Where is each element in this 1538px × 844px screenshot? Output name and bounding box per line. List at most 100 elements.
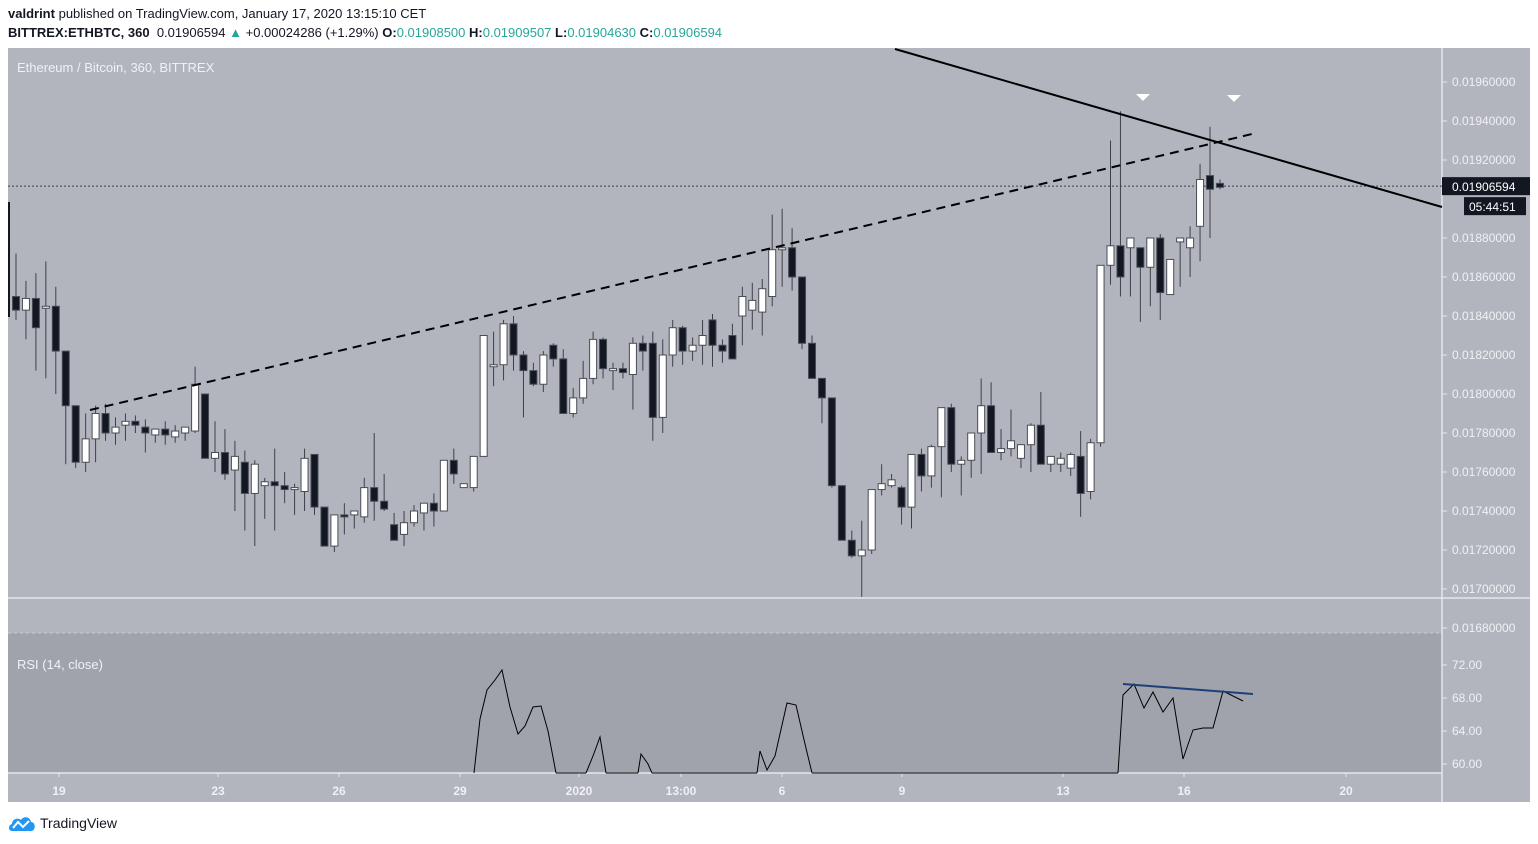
bear-candle bbox=[1215, 182, 1224, 188]
bear-candle bbox=[559, 358, 568, 414]
tradingview-cloud-icon bbox=[9, 817, 35, 831]
bear-candle bbox=[549, 344, 558, 360]
bull-candle bbox=[997, 448, 1006, 454]
bull-candle bbox=[1086, 442, 1095, 492]
bull-candle bbox=[81, 438, 90, 463]
bear-candle bbox=[618, 368, 627, 374]
bull-candle bbox=[230, 455, 239, 471]
bull-candle bbox=[758, 288, 767, 313]
bull-candle bbox=[499, 323, 508, 366]
bull-candle bbox=[400, 522, 409, 535]
pane-title: Ethereum / Bitcoin, 360, BITTREX bbox=[17, 60, 215, 75]
bear-candle bbox=[728, 335, 737, 360]
bull-candle bbox=[1007, 440, 1015, 450]
bull-candle bbox=[111, 426, 120, 434]
bear-candle bbox=[1116, 245, 1125, 278]
countdown-badge-text: 05:44:51 bbox=[1469, 200, 1516, 214]
open-label: O: bbox=[382, 25, 397, 40]
bull-candle bbox=[1176, 237, 1185, 243]
high-value: 0.01909507 bbox=[482, 25, 552, 40]
bull-candle bbox=[698, 335, 707, 346]
bear-candle bbox=[648, 342, 657, 418]
time-tick-label: 26 bbox=[332, 784, 346, 798]
bull-candle bbox=[738, 296, 747, 317]
bear-candle bbox=[31, 297, 40, 329]
bull-candle bbox=[748, 299, 757, 311]
author-name[interactable]: valdrint bbox=[8, 6, 55, 21]
price-tick-label: 0.01740000 bbox=[1452, 504, 1516, 518]
bear-candle bbox=[71, 405, 80, 463]
close-label: C: bbox=[639, 25, 654, 40]
bull-candle bbox=[628, 342, 637, 375]
bull-candle bbox=[410, 510, 418, 524]
bear-candle bbox=[1156, 237, 1165, 294]
bear-candle bbox=[12, 296, 20, 311]
bear-candle bbox=[1206, 175, 1214, 190]
bear-candle bbox=[429, 502, 438, 512]
bear-candle bbox=[201, 393, 210, 459]
publish-info: valdrint published on TradingView.com, J… bbox=[8, 6, 426, 21]
bull-candle bbox=[1026, 424, 1035, 446]
bull-candle bbox=[957, 459, 966, 465]
symbol-ohlc-bar: BITTREX:ETHBTC, 360 0.01906594 ▲ +0.0002… bbox=[8, 25, 722, 40]
bull-candle bbox=[887, 479, 896, 487]
bull-candle bbox=[250, 463, 259, 494]
bull-candle bbox=[330, 514, 339, 547]
bull-candle bbox=[439, 459, 448, 512]
bull-candle bbox=[469, 455, 478, 489]
rsi-upper-area bbox=[8, 599, 1442, 633]
rsi-line bbox=[1117, 683, 1244, 774]
bull-candle bbox=[211, 452, 219, 459]
price-tick-label: 0.01680000 bbox=[1452, 621, 1516, 635]
bear-candle bbox=[390, 524, 399, 541]
bear-candle bbox=[917, 453, 926, 477]
price-tick-label: 0.01960000 bbox=[1452, 75, 1516, 89]
bull-candle bbox=[1146, 237, 1155, 268]
price-tick-label: 0.01880000 bbox=[1452, 231, 1516, 245]
bull-candle bbox=[1196, 179, 1205, 227]
bull-candle bbox=[1186, 237, 1195, 249]
price-tick-label: 0.01940000 bbox=[1452, 114, 1516, 128]
time-tick-label: 16 bbox=[1177, 784, 1191, 798]
bull-candle bbox=[668, 327, 677, 356]
bear-candle bbox=[847, 539, 856, 557]
bull-candle bbox=[907, 453, 916, 508]
publish-text: published on TradingView.com, January 17… bbox=[58, 6, 427, 21]
bear-candle bbox=[788, 247, 797, 278]
last-price: 0.01906594 bbox=[156, 25, 226, 40]
bull-candle bbox=[1106, 245, 1115, 266]
bear-candle bbox=[61, 350, 70, 407]
dashed-trendline bbox=[89, 133, 1253, 411]
bull-candle bbox=[539, 354, 548, 385]
bear-candle bbox=[808, 342, 816, 379]
bull-candle bbox=[857, 549, 866, 557]
bull-candle bbox=[419, 502, 428, 514]
price-tick-label: 0.01700000 bbox=[1452, 582, 1516, 596]
bull-candle bbox=[41, 305, 50, 309]
time-tick-label: 20 bbox=[1339, 784, 1353, 798]
rsi-line bbox=[585, 735, 607, 774]
bull-candle bbox=[778, 247, 787, 251]
bear-candle bbox=[449, 459, 458, 475]
bull-candle bbox=[350, 510, 359, 516]
bull-candle bbox=[1126, 237, 1135, 249]
rsi-background bbox=[8, 633, 1442, 773]
bear-candle bbox=[519, 354, 528, 372]
rsi-divergence-line bbox=[1122, 683, 1254, 695]
high-label: H: bbox=[469, 25, 483, 40]
rsi-line bbox=[473, 668, 557, 774]
bull-candle bbox=[479, 335, 488, 457]
chart-area[interactable]: 0.01960000 0.01940000 0.01920000 0.01880000… bbox=[8, 48, 1530, 802]
rsi-tick-label: 64.00 bbox=[1452, 724, 1482, 738]
bear-candle bbox=[897, 487, 906, 508]
bull-candle bbox=[151, 428, 160, 436]
bull-candle bbox=[489, 364, 498, 368]
time-tick-label: 2020 bbox=[566, 784, 593, 798]
bull-candle bbox=[579, 377, 588, 399]
bear-candle bbox=[380, 500, 389, 510]
candlestick-chart[interactable]: 0.01960000 0.01940000 0.01920000 0.01880000… bbox=[8, 48, 1530, 802]
bull-candle bbox=[1066, 453, 1075, 469]
time-tick-label: 6 bbox=[779, 784, 786, 798]
footer-brand[interactable]: TradingView bbox=[8, 814, 117, 832]
triangle-down-icon bbox=[1227, 95, 1241, 102]
